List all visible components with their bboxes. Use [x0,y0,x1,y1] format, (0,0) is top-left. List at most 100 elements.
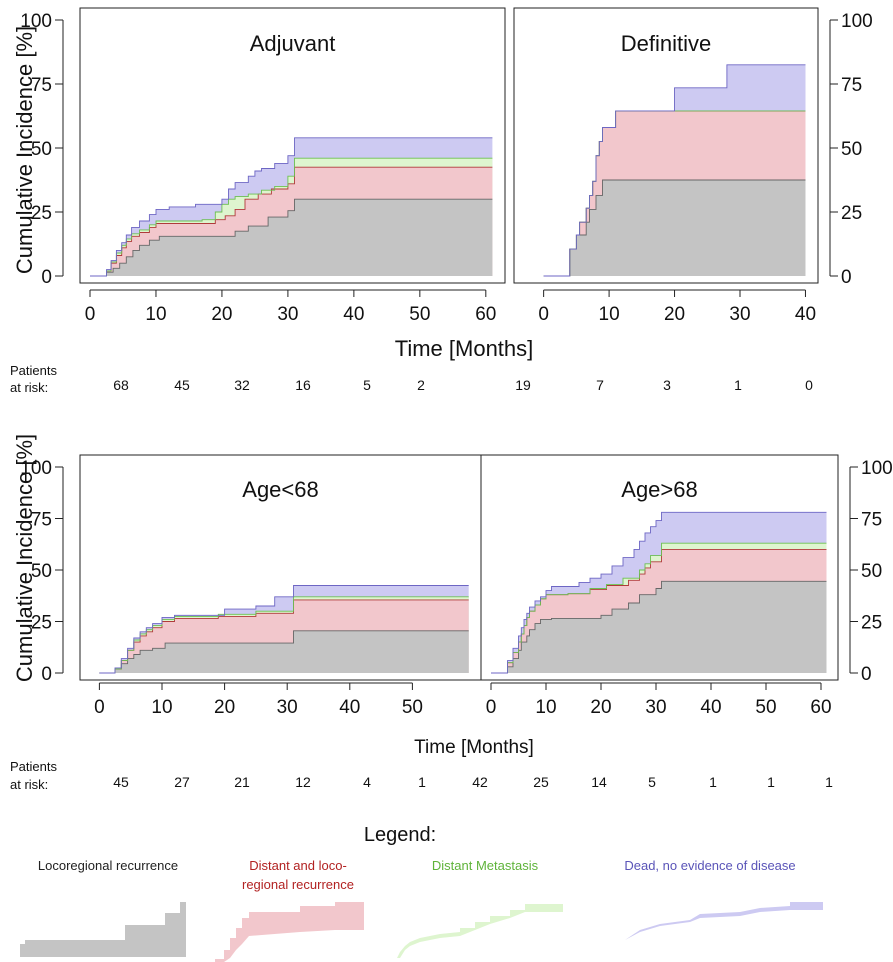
x-tick-label: 30 [277,304,298,325]
y-tick-label: 75 [841,75,862,96]
y-tick-label: 75 [31,510,52,531]
y-tick-label: 25 [841,203,862,224]
line-distant-metastasis [491,542,827,674]
legend-swatch-distant-loco [215,902,364,962]
risk-count: 2 [417,377,425,393]
risk-count: 7 [596,377,604,393]
legend-label: Dead, no evidence of disease [624,858,795,873]
x-tick-label: 40 [795,304,816,325]
y-tick-label: 0 [41,267,52,288]
panel-age-over-68: Age>68 0 25 50 75 100 0 10 20 30 40 50 60 42 25 14 5 1 1 1 [472,454,893,790]
line-dead-no-evidence-of-disease [491,511,827,674]
legend-label: Locoregional recurrence [38,858,178,873]
line-dead-no-evidence-of-disease [99,585,469,674]
line-distant-metastasis [90,157,493,277]
x-tick-label: 20 [664,304,685,325]
risk-count: 45 [113,774,129,790]
risk-label-top-line2: at risk: [10,380,48,395]
plot-frame [513,7,819,284]
risk-count: 4 [363,774,371,790]
x-tick-label: 10 [599,304,620,325]
band-locoregional-recurrence [90,199,493,276]
risk-count: 1 [709,774,717,790]
y-axis-label-bottom: Cumulative Incidence [%] [12,434,37,682]
legend: Locoregional recurrence Distant and loco-… [20,858,823,962]
risk-count: 5 [363,377,371,393]
risk-count: 19 [515,377,531,393]
legend-label-line2: regional recurrence [242,877,354,892]
line-dead-no-evidence-of-disease [90,137,493,277]
risk-count: 1 [825,774,833,790]
y-tick-label: 100 [861,458,893,479]
y-tick-label: 25 [861,613,882,634]
panel-adjuvant: Adjuvant 0 25 50 75 100 0 10 20 30 40 50 60 68 45 32 16 5… [20,7,506,393]
risk-count: 14 [591,774,607,790]
legend-label: Distant and loco- [249,858,347,873]
line-locoregional-recurrence [491,580,827,674]
x-tick-label: 10 [151,697,172,718]
x-tick-label: 10 [145,304,166,325]
band-locoregional-recurrence [99,630,469,673]
x-tick-label: 50 [409,304,430,325]
risk-count: 0 [805,377,813,393]
y-tick-label: 100 [841,11,873,32]
legend-label: Distant Metastasis [432,858,539,873]
risk-count: 3 [663,377,671,393]
plot-frame [480,454,839,681]
y-tick-label: 75 [861,510,882,531]
y-tick-label: 25 [31,613,52,634]
y-tick-label: 50 [31,139,52,160]
panel-title: Age<68 [242,477,318,502]
risk-count: 45 [174,377,190,393]
y-tick-label: 0 [41,664,52,685]
y-tick-label: 0 [841,267,852,288]
y-tick-label: 50 [861,561,882,582]
legend-swatch-dead-ned [625,902,823,940]
x-tick-label: 40 [339,697,360,718]
x-tick-label: 50 [755,697,776,718]
line-locoregional-recurrence [90,198,493,277]
x-tick-label: 30 [277,697,298,718]
risk-count: 5 [648,774,656,790]
x-tick-label: 10 [535,697,556,718]
x-axis-label-top: Time [Months] [395,336,534,361]
y-tick-label: 100 [20,458,52,479]
y-axis-label-top: Cumulative Incidence [%] [12,26,37,274]
y-tick-label: 50 [841,139,862,160]
risk-count: 21 [234,774,250,790]
line-dead-no-evidence-of-disease [543,64,806,277]
legend-swatch-distant-mets [397,904,563,958]
panel-title: Definitive [621,31,711,56]
risk-label-bottom-line1: Patients [10,759,57,774]
risk-count: 1 [767,774,775,790]
x-axis-label-bottom: Time [Months] [414,737,534,758]
risk-count: 42 [472,774,488,790]
x-tick-label: 30 [729,304,750,325]
risk-count: 1 [734,377,742,393]
x-tick-label: 20 [211,304,232,325]
x-tick-label: 60 [475,304,496,325]
x-tick-label: 0 [538,304,549,325]
y-tick-label: 25 [31,203,52,224]
line-distant-and-loco-regional-recurrence [90,166,493,277]
x-tick-label: 30 [645,697,666,718]
risk-count: 32 [234,377,250,393]
x-tick-label: 40 [700,697,721,718]
plot-frame [79,7,506,284]
panel-title: Adjuvant [250,31,336,56]
legend-swatch-locoregional [20,902,186,957]
x-tick-label: 0 [486,697,497,718]
x-tick-label: 60 [810,697,831,718]
x-tick-label: 40 [343,304,364,325]
risk-count: 68 [113,377,129,393]
risk-count: 16 [295,377,311,393]
y-tick-label: 100 [20,11,52,32]
x-tick-label: 0 [94,697,105,718]
risk-count: 27 [174,774,190,790]
x-tick-label: 20 [590,697,611,718]
y-tick-label: 75 [31,75,52,96]
risk-label-top-line1: Patients [10,363,57,378]
x-tick-label: 0 [85,304,96,325]
